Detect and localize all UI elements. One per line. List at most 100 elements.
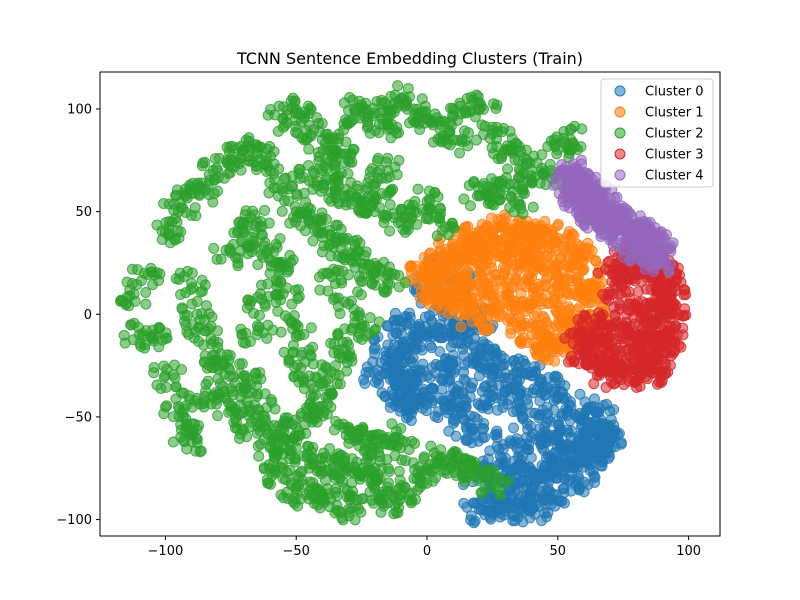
data-point-density (458, 125, 470, 137)
data-point-density (525, 170, 537, 182)
data-point-density (214, 378, 226, 390)
data-point-density (574, 212, 586, 224)
data-point-density (211, 325, 223, 337)
data-point-density (465, 105, 477, 117)
data-point-density (484, 445, 496, 457)
data-point-density (459, 338, 471, 350)
data-point-density (432, 406, 444, 418)
data-point-density (427, 383, 439, 395)
data-point-density (407, 199, 419, 211)
data-point-density (528, 478, 540, 490)
data-point-density (592, 267, 604, 279)
data-point-density (379, 438, 391, 450)
data-point-density (181, 326, 193, 338)
data-point-density (538, 384, 550, 396)
data-point-density (145, 266, 157, 278)
data-point-density (498, 459, 510, 471)
data-point-density (223, 354, 235, 366)
data-point-density (424, 247, 436, 259)
data-point-density (303, 344, 315, 356)
data-point-density (419, 100, 431, 112)
data-point-density (455, 237, 467, 249)
data-point-density (289, 96, 301, 108)
data-point-density (448, 222, 460, 234)
data-point-density (224, 243, 236, 255)
data-point-density (287, 433, 299, 445)
data-point-density (156, 225, 168, 237)
data-point-density (425, 116, 437, 128)
data-point-density (363, 366, 375, 378)
data-point-density (228, 416, 240, 428)
data-point-density (655, 337, 667, 349)
data-point-density (328, 424, 340, 436)
data-point-density (366, 278, 378, 290)
data-point-density (517, 516, 529, 528)
data-point-density (289, 498, 301, 510)
data-point-density (257, 327, 269, 339)
data-point-density (488, 98, 500, 110)
data-point-density (412, 484, 424, 496)
data-point-density (208, 242, 220, 254)
data-point-density (424, 196, 436, 208)
data-point-density (407, 329, 419, 341)
data-point-density (395, 205, 407, 217)
data-point-density (420, 259, 432, 271)
data-point-density (345, 115, 357, 127)
data-point-density (497, 401, 509, 413)
data-point-density (137, 328, 149, 340)
data-point-density (153, 274, 165, 286)
data-point-density (393, 154, 405, 166)
data-point-density (517, 476, 529, 488)
data-point-density (237, 336, 249, 348)
data-point-density (243, 132, 255, 144)
data-point-density (353, 328, 365, 340)
data-point-density (509, 485, 521, 497)
data-point-density (196, 177, 208, 189)
data-point-density (373, 316, 385, 328)
data-point-density (404, 117, 416, 129)
data-point-density (176, 302, 188, 314)
data-point-density (418, 453, 430, 465)
data-point-density (579, 309, 591, 321)
data-point-density (497, 220, 509, 232)
data-point-density (236, 423, 248, 435)
data-point-density (429, 367, 441, 379)
data-point-density (153, 321, 165, 333)
data-point-density (536, 162, 548, 174)
data-point-density (158, 360, 170, 372)
data-point-density (577, 287, 589, 299)
data-point-density (527, 201, 539, 213)
data-point-density (205, 333, 217, 345)
data-point-density (514, 225, 526, 237)
data-point-density (466, 425, 478, 437)
data-point-density (521, 393, 533, 405)
data-point-density (499, 281, 511, 293)
data-point-density (435, 451, 447, 463)
data-point-density (174, 267, 186, 279)
data-point-density (349, 434, 361, 446)
data-point-density (377, 210, 389, 222)
data-point-density (381, 189, 393, 201)
data-point-density (360, 97, 372, 109)
data-point-density (448, 445, 460, 457)
data-point-density (458, 497, 470, 509)
data-point-density (548, 395, 560, 407)
data-point-density (332, 292, 344, 304)
data-point-density (467, 497, 479, 509)
data-point-density (341, 485, 353, 497)
data-point-density (256, 221, 268, 233)
data-point-density (258, 420, 270, 432)
data-point-density (581, 457, 593, 469)
data-point-density (516, 402, 528, 414)
data-point-density (234, 368, 246, 380)
data-point-density (140, 298, 152, 310)
data-point-density (416, 344, 428, 356)
data-point-density (548, 263, 560, 275)
data-point-density (194, 446, 206, 458)
data-point-density (391, 169, 403, 181)
data-point-density (422, 212, 434, 224)
data-point-density (568, 462, 580, 474)
data-point-density (669, 280, 681, 292)
data-point-density (186, 267, 198, 279)
data-point-density (575, 141, 587, 153)
